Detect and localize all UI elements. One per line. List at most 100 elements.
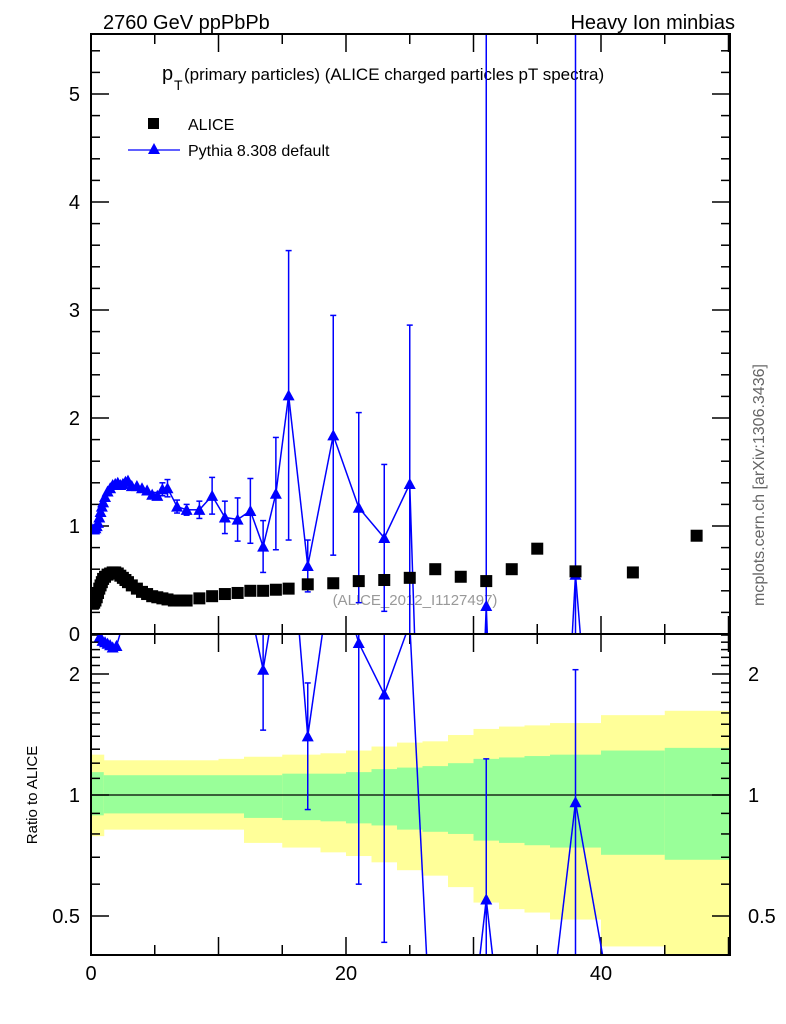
mc-line-segment [287, 395, 309, 567]
ratio-y-tick-label-right: 2 [748, 664, 759, 686]
data-point [378, 574, 391, 586]
inner-band-bin [103, 775, 168, 814]
inner-band-bin [282, 773, 321, 821]
data-point [257, 584, 270, 597]
data-point [531, 542, 544, 555]
ratio-point [257, 663, 270, 675]
mc-line-segment [383, 483, 411, 539]
data-point [231, 586, 244, 599]
ratio-point [569, 796, 582, 808]
ratio-line-segment [358, 642, 385, 695]
ratio-point [110, 639, 123, 651]
mc-point [151, 489, 164, 501]
y-tick-label: 1 [69, 516, 80, 538]
x-tick-label: 20 [335, 963, 357, 985]
ratio-line-segment [556, 802, 577, 955]
legend-label-mc: Pythia 8.308 default [188, 143, 330, 160]
header-left: 2760 GeV ppPbPb [103, 12, 270, 34]
title-p: p [162, 63, 173, 85]
ratio-point [352, 636, 365, 649]
ratio-line-segment [485, 899, 494, 955]
legend-square-marker [148, 118, 159, 129]
plot-title: p T (primary particles) (ALICE charged p… [162, 63, 604, 93]
mc-point [244, 504, 257, 516]
data-point [480, 575, 493, 588]
inner-band-bin [524, 756, 551, 846]
mc-point [378, 531, 391, 543]
mc-point [218, 511, 231, 523]
mc-point [171, 500, 184, 512]
ratio-line-segment [298, 634, 309, 737]
ratio-point [480, 893, 493, 905]
mc-point [282, 389, 295, 401]
data-point [403, 571, 416, 584]
mc-point [301, 559, 314, 572]
mc-line-segment [574, 574, 582, 634]
x-tick-label: 0 [85, 963, 96, 985]
ratio-ylabel: Ratio to ALICE [24, 746, 41, 844]
mc-point [180, 503, 193, 515]
data-point [282, 582, 295, 595]
data-point [301, 578, 314, 591]
data-point [429, 563, 442, 576]
mc-line-segment [307, 435, 334, 567]
ratio-line-segment [409, 634, 428, 955]
ratio-line-segment [574, 801, 604, 955]
inner-band-bin [320, 773, 347, 822]
y-tick-label: 4 [69, 192, 80, 214]
mc-line-segment [262, 493, 277, 547]
main-panel-marks [91, 34, 703, 634]
data-point [218, 588, 231, 601]
data-point [327, 577, 340, 590]
mc-point [161, 482, 174, 494]
data-point [193, 592, 206, 605]
ratio-y-tick-label-right: 1 [748, 785, 759, 807]
x-tick-label: 40 [590, 963, 612, 985]
ratio-y-tick-label-right: 0.5 [748, 906, 776, 928]
y-tick-label: 2 [69, 408, 80, 430]
mc-line-segment [409, 483, 416, 634]
side-credit: mcplots.cern.ch [arXiv:1306.3436] [751, 364, 768, 606]
inner-band-bin [601, 750, 666, 855]
data-point [626, 566, 639, 579]
ratio-line-segment [262, 634, 270, 670]
ratio-y-tick-label: 2 [69, 664, 80, 686]
data-point [269, 583, 282, 596]
mc-point [231, 513, 244, 525]
y-tick-label: 0 [69, 624, 80, 646]
ratio-point [301, 730, 314, 742]
inner-band-bin [244, 775, 283, 818]
mc-point [206, 489, 219, 501]
ratio-line-segment [307, 634, 324, 737]
data-point [180, 594, 193, 607]
mc-line-segment [332, 435, 360, 508]
mc-point [193, 503, 206, 515]
inner-band-bin [91, 772, 105, 816]
inner-band-bin [448, 763, 474, 834]
inner-band-bin [499, 757, 525, 843]
data-point [244, 584, 257, 597]
data-point [505, 563, 518, 576]
mc-point [352, 501, 365, 513]
mc-point [269, 487, 282, 499]
inner-band-bin [422, 766, 449, 832]
ratio-point [378, 688, 391, 700]
mc-line-segment [275, 395, 290, 494]
ratio-line-segment [479, 899, 487, 955]
data-point [569, 565, 582, 578]
inner-band-bin [167, 775, 219, 814]
mc-point [257, 540, 270, 552]
mc-point [327, 429, 340, 441]
ratio-y-tick-label: 0.5 [52, 906, 80, 928]
header-right: Heavy Ion minbias [570, 12, 735, 34]
ratio-panel-marks [93, 634, 604, 955]
ratio-frame [90, 633, 731, 956]
mc-line-segment [249, 510, 264, 547]
ratio-line-segment [383, 634, 407, 695]
legend: ALICE Pythia 8.308 default [128, 117, 330, 160]
data-point [454, 570, 467, 583]
ratio-line-segment [254, 634, 264, 670]
legend-triangle-marker [148, 143, 160, 154]
title-subscript: T [174, 77, 183, 93]
